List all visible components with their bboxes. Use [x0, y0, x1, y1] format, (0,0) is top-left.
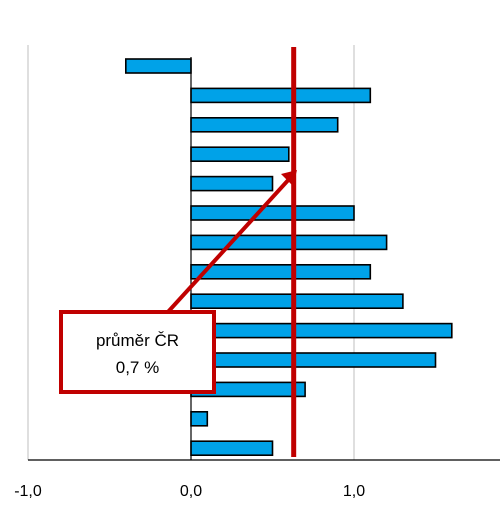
annotation-value: 0,7 %: [116, 358, 159, 377]
bar: [190, 117, 339, 133]
annotation-box: [59, 310, 216, 394]
bar: [190, 175, 274, 192]
reference-line-group: [165, 47, 297, 457]
bar: [190, 87, 372, 104]
bar: [190, 410, 209, 427]
annotation-label: průměr ČR: [96, 331, 179, 350]
annotation-arrow: [165, 175, 293, 315]
x-tick-labels: -1,0 0,0 1,0: [14, 483, 365, 500]
bars: [125, 58, 453, 457]
x-tick-label: 1,0: [343, 483, 365, 500]
bar: [190, 322, 453, 339]
grid-lines: [27, 45, 355, 460]
bar: [190, 146, 290, 162]
bar: [190, 352, 437, 368]
bar: [125, 58, 192, 74]
bar: [190, 234, 388, 251]
x-tick-label: 0,0: [180, 483, 202, 500]
bar: [190, 440, 274, 457]
x-tick-label: -1,0: [14, 483, 42, 500]
annotation-arrowhead: [281, 170, 297, 186]
bar: [190, 205, 355, 221]
annotation-group: průměr ČR 0,7 %: [59, 310, 216, 394]
bar: [190, 293, 404, 310]
bar: [190, 263, 372, 280]
